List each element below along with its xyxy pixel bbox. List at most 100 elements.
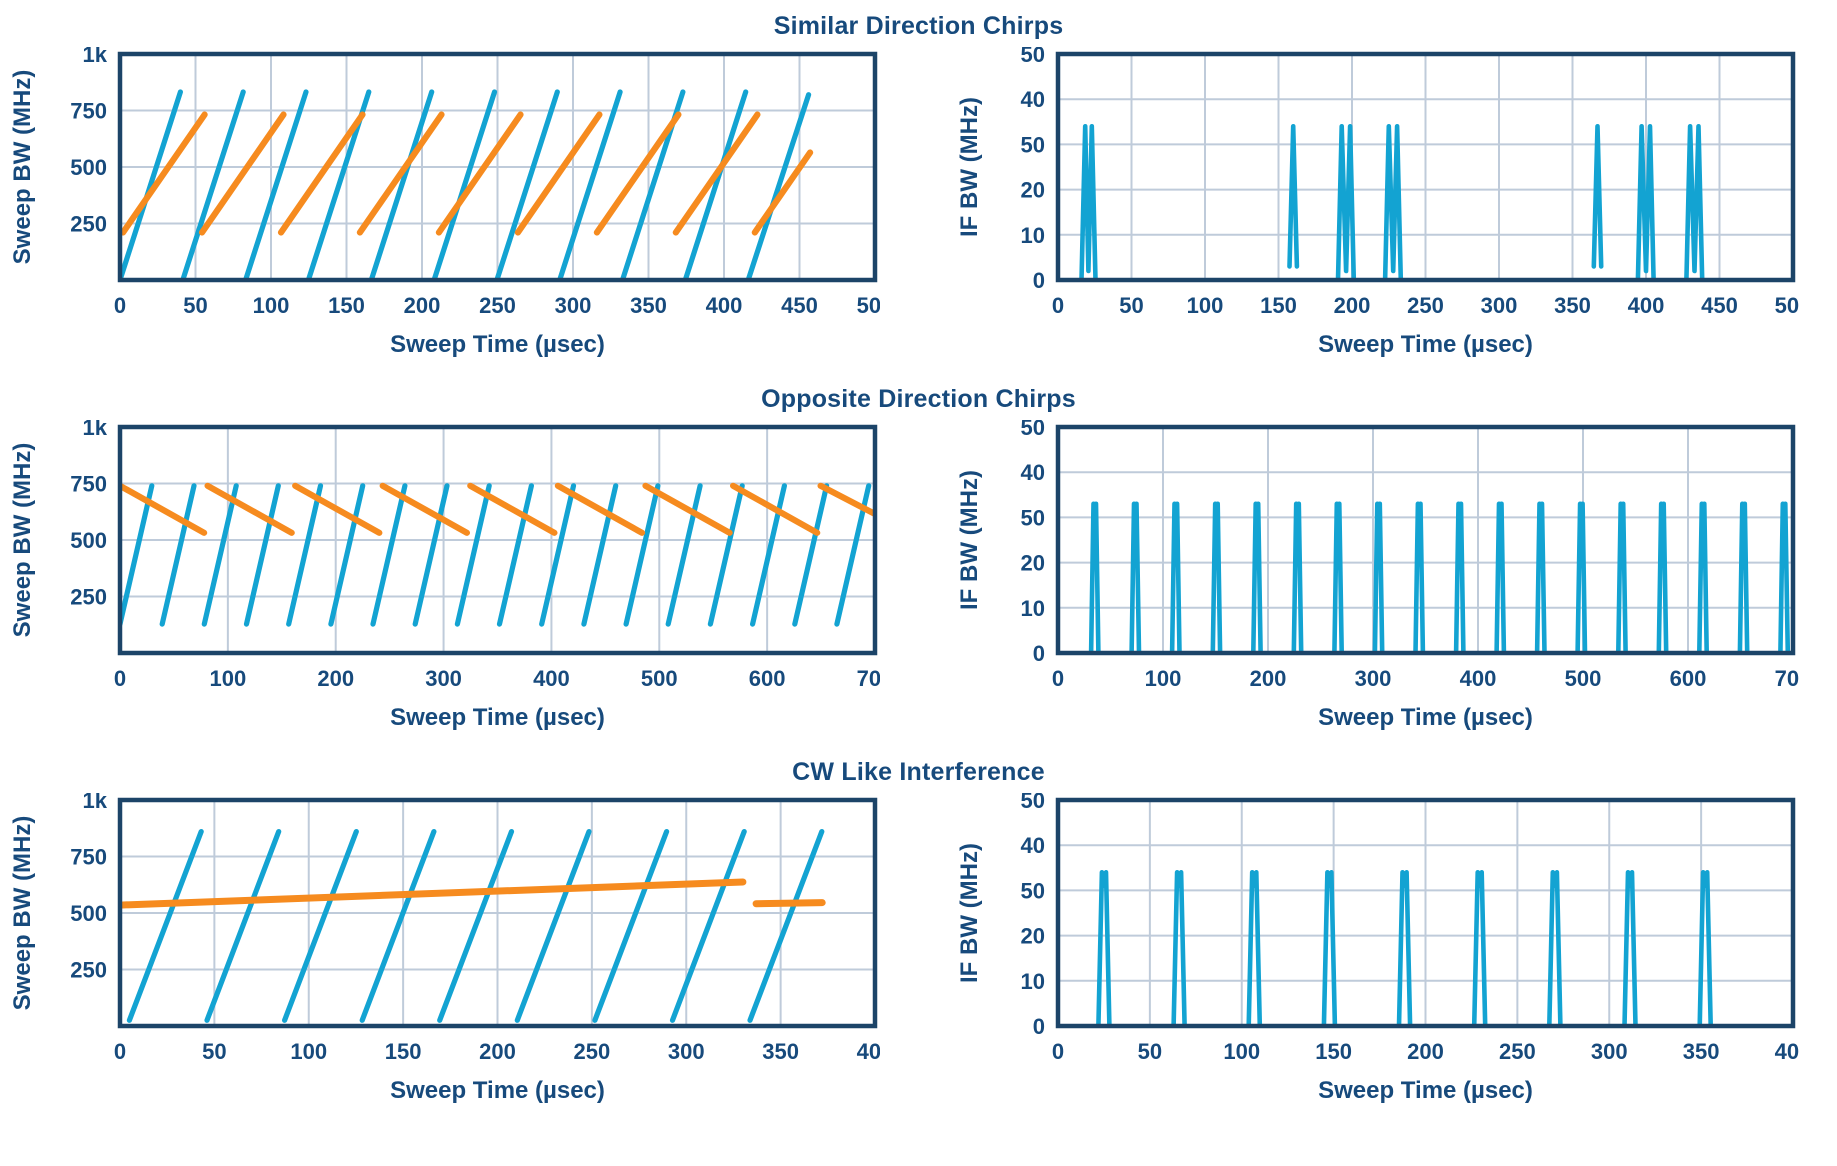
x-tick-label: 100 <box>253 293 290 318</box>
x-axis-label: Sweep Time (µsec) <box>390 331 605 358</box>
series-victim-chirps <box>431 89 498 280</box>
series-victim-chirps <box>204 828 282 1023</box>
series-victim-chirps <box>496 483 535 627</box>
chart-cw-sweep-bw: 0 50 100 150 200 250 300 350 400 1k 750 500 250 Sweep… <box>0 793 880 1113</box>
charts-opposite-direction: 01002003004005006007001k750500250Sweep T… <box>0 420 1837 740</box>
series-interferer-chirps <box>672 111 761 236</box>
series-if-beat-spikes <box>1591 124 1604 269</box>
x-tick-label: 150 <box>385 1039 422 1064</box>
x-tick-label: 400 <box>857 1039 880 1064</box>
x-tick-label: 250 <box>1407 293 1444 318</box>
series-victim-chirps <box>539 483 577 627</box>
series-if-beat-spikes <box>1471 870 1488 1026</box>
series-if-beat-spikes <box>1635 124 1656 280</box>
series-victim-chirps <box>745 92 812 280</box>
y-tick-label: 20 <box>1021 924 1045 949</box>
plot-border <box>117 424 878 656</box>
x-tick-label: 350 <box>762 1039 799 1064</box>
x-tick-label: 200 <box>404 293 441 318</box>
y-tick-label: 1k <box>83 793 108 813</box>
series-victim-chirps <box>592 828 670 1023</box>
y-tick-label: 1k <box>83 420 108 440</box>
chart-canvas-similar-sweep-bw: 0 50 100 150 200 250 300 350 400 450 500 1k 750 500 25… <box>9 47 880 358</box>
x-tick-label: 200 <box>479 1039 516 1064</box>
series-victim-chirps <box>370 483 408 627</box>
series-victim-chirps <box>201 483 239 627</box>
series-interferer-chirps <box>379 482 470 536</box>
series-victim-chirps <box>412 483 450 627</box>
series-if-beat-spikes <box>1413 501 1426 653</box>
x-tick-label: 0 <box>1052 1039 1064 1064</box>
plot-border <box>1055 797 1796 1029</box>
series-interferer-chirps <box>817 482 875 518</box>
series-victim-chirps <box>120 89 183 280</box>
y-tick-label: 500 <box>70 155 107 180</box>
series-if-beat-spikes <box>1171 870 1187 1026</box>
x-tick-label: 300 <box>555 293 592 318</box>
series-if-beat-spikes <box>1321 870 1338 1026</box>
x-tick-label: 50 <box>202 1039 226 1064</box>
x-tick-label: 0 <box>1052 293 1064 318</box>
x-axis-label: Sweep Time (µsec) <box>1318 331 1533 358</box>
series-if-beat-spikes <box>1656 501 1669 653</box>
series-interferer-chirps <box>204 482 295 536</box>
series-victim-chirps <box>792 483 830 627</box>
series-interferer-chirps <box>120 482 208 536</box>
y-tick-label: 500 <box>70 901 107 926</box>
plot-border <box>117 51 878 283</box>
x-axis-label: Sweep Time (µsec) <box>1318 1077 1533 1104</box>
series-victim-chirps <box>368 89 435 280</box>
series-interferer-chirps <box>435 111 524 236</box>
x-tick-label: 700 <box>857 666 880 691</box>
series-interferer-chirps <box>277 111 366 236</box>
chart-title-similar-direction: Similar Direction Chirps <box>773 12 1064 40</box>
chart-title-cw-like: CW Like Interference <box>792 758 1045 786</box>
chart-title-opposite-direction: Opposite Direction Chirps <box>761 385 1076 413</box>
series-victim-chirps <box>494 89 560 280</box>
chart-similar-if-bw: 0501001502002503003504004505005040502010… <box>955 47 1800 367</box>
series-victim-chirps <box>282 828 359 1023</box>
y-tick-label: 50 <box>1021 420 1045 440</box>
x-tick-label: 200 <box>1334 293 1371 318</box>
plot-border <box>117 797 878 1029</box>
series-victim-chirps <box>120 483 155 627</box>
series-interferer-chirps <box>751 149 814 236</box>
x-tick-label: 450 <box>781 293 818 318</box>
x-tick-label: 100 <box>1187 293 1224 318</box>
x-tick-label: 400 <box>1775 1039 1800 1064</box>
series-if-beat-spikes <box>1737 501 1750 653</box>
x-tick-label: 100 <box>209 666 246 691</box>
series-victim-chirps <box>286 483 324 627</box>
row-opposite-direction: Opposite Direction Chirps 0 100 200 300 400 5… <box>0 367 1837 740</box>
chart-opposite-if-bw: 010020030040050060070050405020100Sweep T… <box>955 420 1800 740</box>
y-axis-label: Sweep BW (MHz) <box>9 443 36 638</box>
x-tick-label: 150 <box>328 293 365 318</box>
chart-canvas-opposite-sweep-bw: 0 100 200 300 400 500 600 700 1k 750 500 250 Sweep T… <box>9 420 880 731</box>
y-tick-label: 500 <box>70 528 107 553</box>
series-interferer-chirps <box>120 111 208 236</box>
series-if-beat-spikes <box>1372 501 1385 653</box>
series-if-beat-spikes <box>1696 501 1710 653</box>
series-if-beat-spikes <box>1697 870 1714 1026</box>
x-tick-label: 100 <box>1223 1039 1260 1064</box>
x-tick-label: 50 <box>183 293 207 318</box>
x-tick-label: 400 <box>1628 293 1665 318</box>
y-tick-label: 50 <box>1021 505 1045 530</box>
y-tick-label: 50 <box>1021 47 1045 67</box>
series-if-beat-spikes <box>1096 870 1112 1026</box>
chart-canvas-opposite-if-bw: 010020030040050060070050405020100Sweep T… <box>956 420 1800 731</box>
x-axis-label: Sweep Time (µsec) <box>1318 704 1533 731</box>
series-if-beat-spikes <box>1291 501 1304 653</box>
x-tick-label: 400 <box>1460 666 1497 691</box>
y-tick-label: 0 <box>1033 641 1045 666</box>
series-interferer-chirps <box>593 111 682 236</box>
chart-opposite-sweep-bw: 0 100 200 300 400 500 600 700 1k 750 500 250 Sweep T… <box>0 420 880 740</box>
series-victim-chirps <box>514 828 592 1023</box>
y-tick-label: 250 <box>70 585 107 610</box>
x-tick-label: 500 <box>857 293 880 318</box>
series-victim-chirps <box>454 483 492 627</box>
series-if-beat-spikes <box>1332 501 1345 653</box>
series-if-beat-spikes <box>1335 124 1357 280</box>
series-victim-chirps <box>126 828 204 1023</box>
charts-cw-like: 0501001502002503003504001k750500250Sweep… <box>0 793 1837 1113</box>
